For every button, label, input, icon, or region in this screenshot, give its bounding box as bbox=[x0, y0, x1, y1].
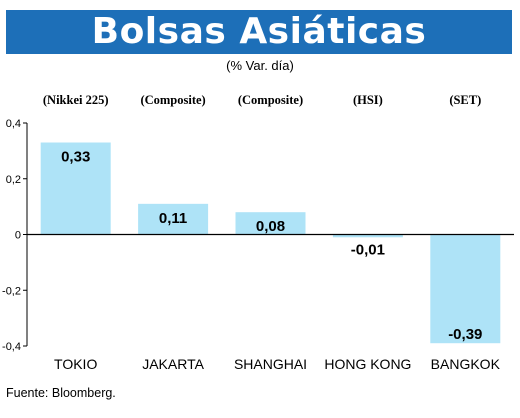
data-label: -0,39 bbox=[448, 326, 482, 343]
y-tick-label: -0,2 bbox=[2, 285, 21, 297]
chart-subtitle: (% Var. día) bbox=[226, 58, 294, 73]
category-label: JAKARTA bbox=[142, 356, 204, 372]
category-label: SHANGHAI bbox=[234, 356, 307, 372]
bar bbox=[332, 234, 403, 238]
chart-title: Bolsas Asiáticas bbox=[91, 11, 427, 52]
source-note: Fuente: Bloomberg. bbox=[6, 386, 116, 400]
title-bar: Bolsas Asiáticas bbox=[6, 10, 512, 54]
bar bbox=[40, 142, 111, 235]
category-label: TOKIO bbox=[54, 356, 97, 372]
bar bbox=[430, 234, 501, 344]
y-tick-label: 0,2 bbox=[6, 174, 21, 186]
y-tick-label: 0 bbox=[15, 230, 21, 242]
y-tick-label: -0,4 bbox=[2, 341, 21, 353]
index-label: (Composite) bbox=[140, 93, 205, 107]
index-label: (Composite) bbox=[238, 93, 303, 107]
bar bbox=[235, 212, 306, 235]
index-label: (Nikkei 225) bbox=[43, 93, 109, 107]
data-label: 0,08 bbox=[256, 218, 285, 235]
bar bbox=[138, 203, 209, 235]
data-label: 0,11 bbox=[159, 210, 187, 227]
y-tick-label: 0,4 bbox=[6, 118, 21, 130]
index-label: (HSI) bbox=[353, 93, 383, 107]
index-label: (SET) bbox=[449, 93, 481, 107]
category-label: HONG KONG bbox=[324, 356, 411, 372]
category-label: BANGKOK bbox=[431, 356, 501, 372]
data-label: 0,33 bbox=[61, 149, 90, 166]
data-label: -0,01 bbox=[351, 242, 385, 259]
